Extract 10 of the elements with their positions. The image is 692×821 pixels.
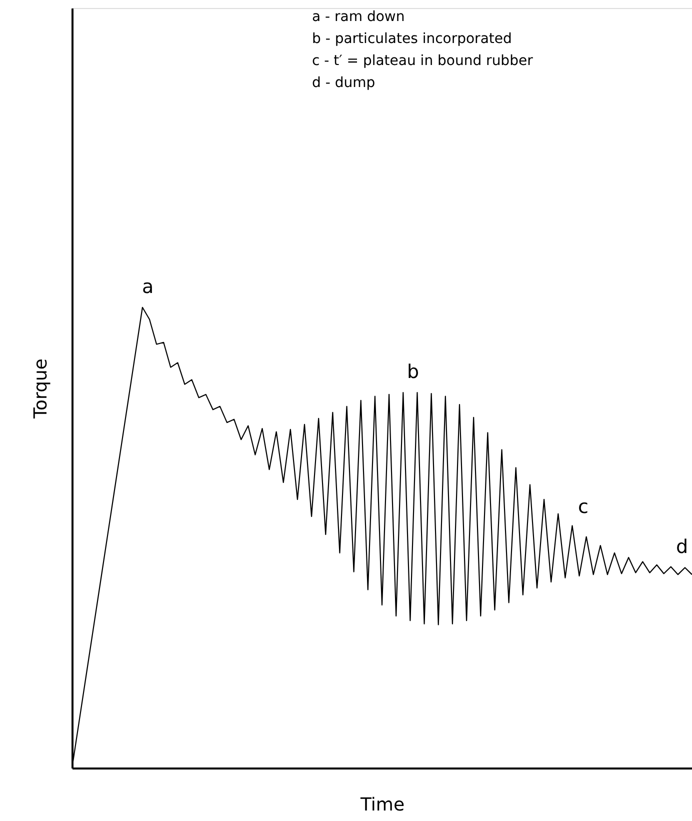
text: b - particulates incorporated	[312, 31, 512, 47]
text: a	[142, 276, 154, 298]
x-axis-title: Time	[359, 794, 405, 816]
annotation: d	[676, 536, 688, 558]
text: c - t′ = plateau in bound rubber	[312, 53, 534, 69]
text: d - dump	[312, 75, 376, 91]
text: a - ram down	[312, 9, 405, 25]
annotation: b	[407, 361, 420, 383]
y-axis-title: Torque	[30, 358, 52, 420]
annotation: c	[578, 496, 588, 518]
